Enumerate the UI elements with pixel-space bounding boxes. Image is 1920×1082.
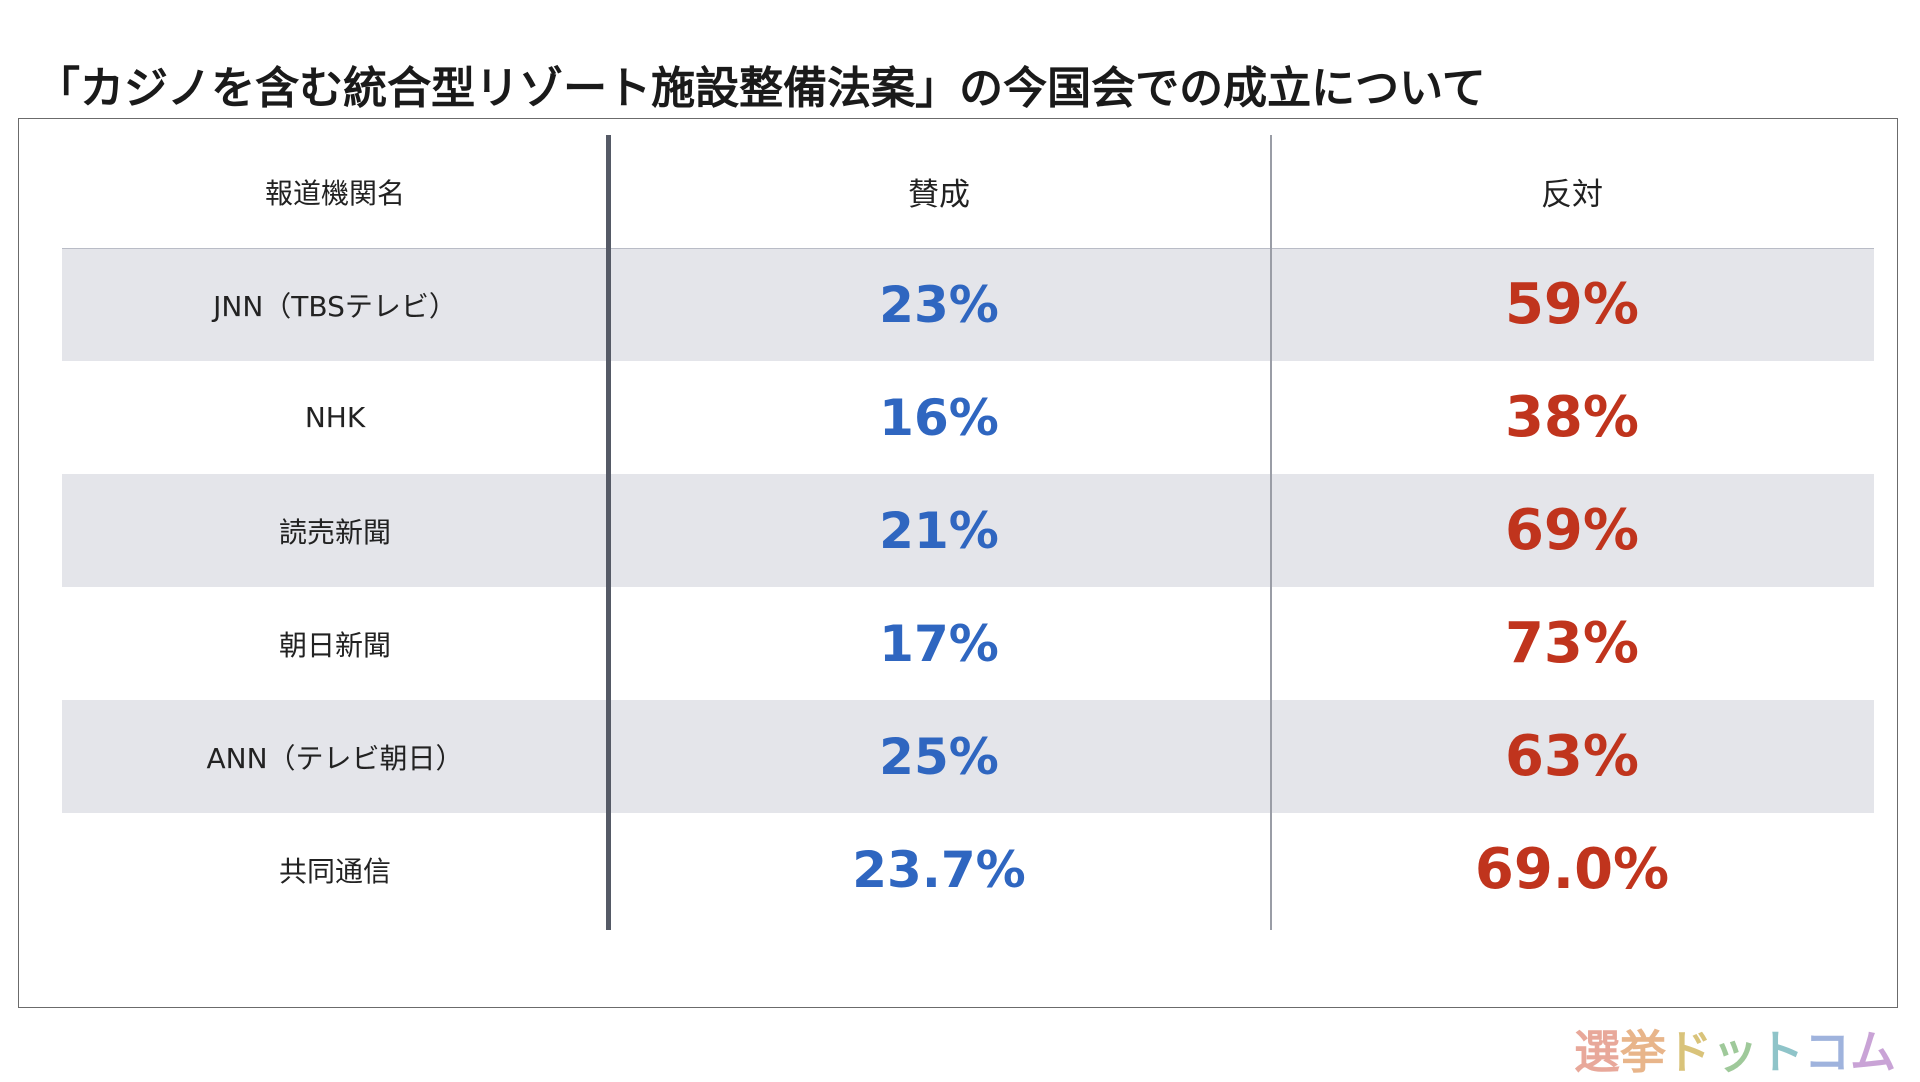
header-divider [62, 248, 1874, 249]
no-value: 59% [1504, 272, 1640, 337]
table-row: 朝日新聞 17% 73% [62, 587, 1874, 700]
header-outlet-label: 報道機関名 [264, 176, 405, 210]
no-value: 69.0% [1474, 837, 1670, 902]
header-no-label: 反対 [1541, 177, 1603, 213]
outlet-name: ANN（テレビ朝日） [206, 741, 464, 775]
outlet-name: 共同通信 [278, 854, 391, 888]
outlet-name: JNN（TBSテレビ） [213, 289, 457, 323]
table-row: NHK 16% 38% [62, 361, 1874, 474]
poll-table: 報道機関名 賛成 反対 JNN（TBSテレビ） 23% 59% NHK 16% … [62, 135, 1874, 926]
outlet-name: NHK [304, 401, 366, 434]
yes-value: 25% [879, 727, 999, 786]
yes-value: 17% [879, 614, 999, 673]
header-no: 反対 [1270, 135, 1874, 248]
column-divider-main [606, 135, 611, 930]
table-row: 共同通信 23.7% 69.0% [62, 813, 1874, 926]
table-row: ANN（テレビ朝日） 25% 63% [62, 700, 1874, 813]
table-row: JNN（TBSテレビ） 23% 59% [62, 248, 1874, 361]
logo-char: 選 [1574, 1025, 1620, 1079]
no-value: 73% [1504, 611, 1640, 676]
logo-char: 挙 [1620, 1025, 1666, 1079]
no-value: 38% [1504, 385, 1640, 450]
outlet-name: 朝日新聞 [278, 628, 391, 662]
no-value: 63% [1504, 724, 1640, 789]
logo-char: ド [1666, 1025, 1712, 1079]
column-divider-thin [1270, 135, 1272, 930]
table-frame [18, 118, 1898, 1008]
yes-value: 23.7% [852, 840, 1026, 899]
outlet-name: 読売新聞 [278, 515, 391, 549]
page-title: 「カジノを含む統合型リゾート施設整備法案」の今国会での成立について [36, 63, 1486, 114]
table-header-row: 報道機関名 賛成 反対 [62, 135, 1874, 248]
logo-char: コ [1804, 1025, 1850, 1079]
logo-char: ッ [1712, 1025, 1758, 1079]
yes-value: 16% [879, 388, 999, 447]
header-yes: 賛成 [608, 135, 1270, 248]
no-value: 69% [1504, 498, 1640, 563]
yes-value: 23% [879, 275, 999, 334]
yes-value: 21% [879, 501, 999, 560]
header-outlet: 報道機関名 [62, 135, 608, 248]
site-logo: 選挙ドットコム [1574, 1016, 1896, 1082]
header-yes-label: 賛成 [908, 177, 970, 213]
table-row: 読売新聞 21% 69% [62, 474, 1874, 587]
logo-char: ト [1758, 1025, 1804, 1079]
logo-char: ム [1850, 1025, 1896, 1079]
